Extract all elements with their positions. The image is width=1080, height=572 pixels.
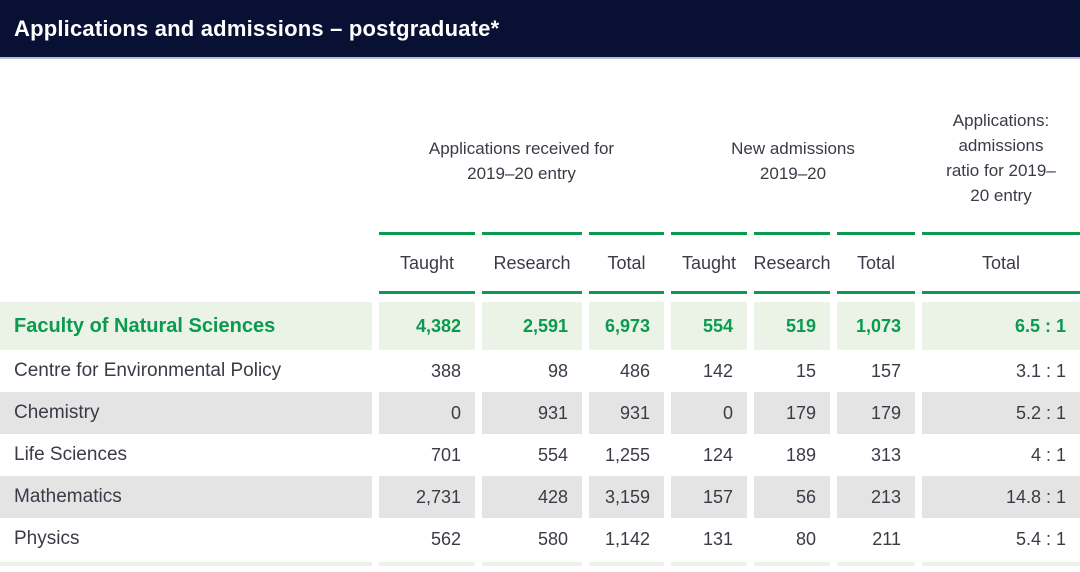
row-label: Mathematics bbox=[0, 476, 372, 518]
table-row-mathematics: Mathematics 2,731 428 3,159 157 56 213 1… bbox=[0, 476, 1080, 518]
row-label: Physics bbox=[0, 518, 372, 560]
cell-admissions-total: 213 bbox=[837, 476, 915, 518]
table-row-faculty-of-natural-sciences: Faculty of Natural Sciences 4,382 2,591 … bbox=[0, 302, 1080, 350]
cell-ratio-total: 6.5 : 1 bbox=[922, 302, 1080, 350]
cell-applications-research: 428 bbox=[482, 476, 582, 518]
cell-applications-total: 1,255 bbox=[589, 434, 664, 476]
next-row-cutoff-strip bbox=[0, 562, 1080, 566]
table-row-life-sciences: Life Sciences 701 554 1,255 124 189 313 … bbox=[0, 434, 1080, 476]
column-header-applications-research: Research bbox=[482, 232, 582, 294]
group-header-new-admissions: New admissions 2019–20 bbox=[671, 136, 915, 232]
group-header-applications-admissions-ratio: Applications: admissions ratio for 2019–… bbox=[922, 108, 1080, 232]
cell-applications-research: 2,591 bbox=[482, 302, 582, 350]
cell-admissions-research: 56 bbox=[754, 476, 830, 518]
cell-applications-total: 1,142 bbox=[589, 518, 664, 560]
cell-admissions-research: 189 bbox=[754, 434, 830, 476]
title-bar: Applications and admissions – postgradua… bbox=[0, 0, 1080, 59]
column-header-admissions-taught: Taught bbox=[671, 232, 747, 294]
cell-applications-taught: 0 bbox=[379, 392, 475, 434]
cell-admissions-total: 211 bbox=[837, 518, 915, 560]
cell-applications-taught: 4,382 bbox=[379, 302, 475, 350]
cell-applications-total: 931 bbox=[589, 392, 664, 434]
column-header-applications-total: Total bbox=[589, 232, 664, 294]
cell-admissions-taught: 157 bbox=[671, 476, 747, 518]
table-row-chemistry: Chemistry 0 931 931 0 179 179 5.2 : 1 bbox=[0, 392, 1080, 434]
cell-applications-taught: 388 bbox=[379, 350, 475, 392]
cell-ratio-total: 3.1 : 1 bbox=[922, 350, 1080, 392]
cell-admissions-research: 519 bbox=[754, 302, 830, 350]
cell-applications-taught: 562 bbox=[379, 518, 475, 560]
spacer bbox=[0, 294, 1080, 302]
cell-admissions-taught: 131 bbox=[671, 518, 747, 560]
cell-admissions-research: 179 bbox=[754, 392, 830, 434]
cell-ratio-total: 4 : 1 bbox=[922, 434, 1080, 476]
row-label: Life Sciences bbox=[0, 434, 372, 476]
cell-admissions-research: 80 bbox=[754, 518, 830, 560]
table-row-centre-for-environmental-policy: Centre for Environmental Policy 388 98 4… bbox=[0, 350, 1080, 392]
page-title: Applications and admissions – postgradua… bbox=[14, 15, 500, 41]
cell-admissions-total: 1,073 bbox=[837, 302, 915, 350]
cell-admissions-taught: 124 bbox=[671, 434, 747, 476]
column-header-admissions-total: Total bbox=[837, 232, 915, 294]
column-header-applications-taught: Taught bbox=[379, 232, 475, 294]
cell-applications-research: 580 bbox=[482, 518, 582, 560]
row-label: Centre for Environmental Policy bbox=[0, 350, 372, 392]
row-label: Chemistry bbox=[0, 392, 372, 434]
cell-admissions-research: 15 bbox=[754, 350, 830, 392]
cell-applications-research: 554 bbox=[482, 434, 582, 476]
cell-applications-taught: 701 bbox=[379, 434, 475, 476]
cell-applications-research: 931 bbox=[482, 392, 582, 434]
cell-applications-total: 486 bbox=[589, 350, 664, 392]
group-header-applications-received: Applications received for 2019–20 entry bbox=[379, 136, 664, 232]
subheader-spacer bbox=[0, 232, 372, 294]
cell-ratio-total: 5.4 : 1 bbox=[922, 518, 1080, 560]
column-header-ratio-total: Total bbox=[922, 232, 1080, 294]
cell-admissions-total: 157 bbox=[837, 350, 915, 392]
cell-applications-total: 3,159 bbox=[589, 476, 664, 518]
cell-applications-research: 98 bbox=[482, 350, 582, 392]
cell-admissions-total: 179 bbox=[837, 392, 915, 434]
cell-applications-taught: 2,731 bbox=[379, 476, 475, 518]
group-header-label: New admissions 2019–20 bbox=[731, 139, 855, 183]
subheader-row: Taught Research Total Taught Research To… bbox=[0, 232, 1080, 294]
cell-admissions-total: 313 bbox=[837, 434, 915, 476]
column-header-admissions-research: Research bbox=[753, 232, 831, 294]
cell-admissions-taught: 0 bbox=[671, 392, 747, 434]
cell-ratio-total: 14.8 : 1 bbox=[922, 476, 1080, 518]
cell-admissions-taught: 142 bbox=[671, 350, 747, 392]
cell-admissions-taught: 554 bbox=[671, 302, 747, 350]
row-label: Faculty of Natural Sciences bbox=[0, 302, 372, 350]
cell-applications-total: 6,973 bbox=[589, 302, 664, 350]
group-header-label: Applications received for 2019–20 entry bbox=[428, 139, 615, 183]
table-row-physics: Physics 562 580 1,142 131 80 211 5.4 : 1 bbox=[0, 518, 1080, 560]
cell-ratio-total: 5.2 : 1 bbox=[922, 392, 1080, 434]
group-header-label: Applications: admissions ratio for 2019–… bbox=[946, 111, 1056, 205]
column-group-header-row: Applications received for 2019–20 entry … bbox=[0, 59, 1080, 232]
